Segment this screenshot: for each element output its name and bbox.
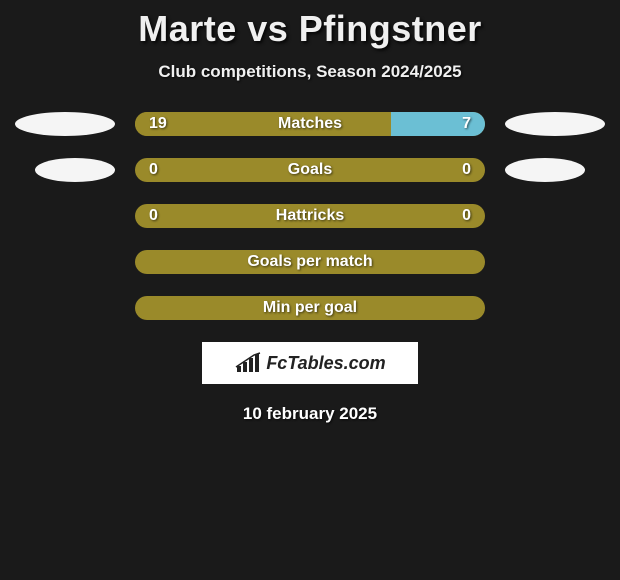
stat-value-left: 0 xyxy=(149,207,158,225)
stat-value-left: 0 xyxy=(149,161,158,179)
chart-icon xyxy=(234,352,262,374)
avatar-spacer xyxy=(15,296,115,320)
avatar-spacer xyxy=(15,250,115,274)
avatar-spacer xyxy=(505,296,605,320)
player-avatar-right xyxy=(505,158,585,182)
stat-bar: Goals per match xyxy=(135,250,485,274)
logo-content: FcTables.com xyxy=(234,352,385,374)
stat-label: Goals xyxy=(288,161,332,179)
stat-row: Goals per match xyxy=(0,250,620,274)
date-label: 10 february 2025 xyxy=(0,404,620,424)
avatar-spacer xyxy=(505,204,605,228)
stat-value-right: 7 xyxy=(462,115,471,133)
player-avatar-left xyxy=(15,112,115,136)
stat-bar: 19 7 Matches xyxy=(135,112,485,136)
stat-value-right: 0 xyxy=(462,207,471,225)
stat-label: Goals per match xyxy=(247,253,372,271)
stat-row: Min per goal xyxy=(0,296,620,320)
stat-bar: 0 0 Hattricks xyxy=(135,204,485,228)
comparison-card: Marte vs Pfingstner Club competitions, S… xyxy=(0,0,620,424)
stat-row: 0 0 Hattricks xyxy=(0,204,620,228)
player-avatar-left xyxy=(35,158,115,182)
stat-label: Min per goal xyxy=(263,299,357,317)
stat-bar: 0 0 Goals xyxy=(135,158,485,182)
stat-label: Hattricks xyxy=(276,207,344,225)
stat-row: 0 0 Goals xyxy=(0,158,620,182)
avatar-spacer xyxy=(505,250,605,274)
stat-bar: Min per goal xyxy=(135,296,485,320)
stat-value-left: 19 xyxy=(149,115,167,133)
logo-box: FcTables.com xyxy=(202,342,418,384)
bar-fill-left xyxy=(135,112,391,136)
stat-label: Matches xyxy=(278,115,342,133)
stat-row: 19 7 Matches xyxy=(0,112,620,136)
player-avatar-right xyxy=(505,112,605,136)
stats-list: 19 7 Matches 0 0 Goals 0 0 Hattricks Goals per ma… xyxy=(0,112,620,320)
page-title: Marte vs Pfingstner xyxy=(0,8,620,50)
subtitle: Club competitions, Season 2024/2025 xyxy=(0,62,620,82)
logo-text: FcTables.com xyxy=(266,353,385,374)
stat-value-right: 0 xyxy=(462,161,471,179)
avatar-spacer xyxy=(15,204,115,228)
